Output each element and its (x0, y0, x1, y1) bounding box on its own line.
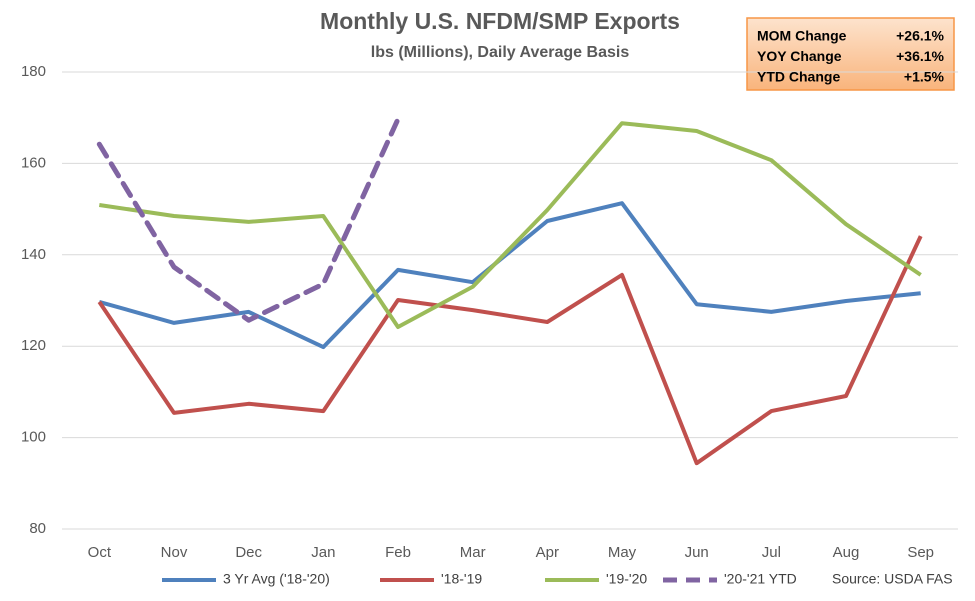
summary-value: +1.5% (904, 69, 945, 85)
x-tick-label: Jan (311, 544, 335, 561)
legend-label: 3 Yr Avg ('18-'20) (223, 571, 330, 587)
x-tick-label: Sep (907, 544, 934, 561)
legend-label: '20-'21 YTD (724, 571, 797, 587)
summary-value: +36.1% (896, 48, 944, 64)
legend-label: '18-'19 (441, 571, 482, 587)
y-tick-label: 160 (21, 154, 46, 171)
x-tick-label: Oct (88, 544, 112, 561)
summary-label: YTD Change (757, 69, 840, 85)
series-line (99, 121, 922, 329)
y-tick-label: 140 (21, 246, 46, 263)
summary-box (746, 17, 955, 91)
x-tick-label: Feb (385, 544, 411, 561)
y-tick-label: 100 (21, 429, 46, 446)
x-tick-label: May (608, 544, 637, 561)
chart-subtitle: lbs (Millions), Daily Average Basis (371, 44, 630, 61)
summary-value: +26.1% (896, 28, 944, 44)
y-tick-label: 80 (29, 520, 46, 537)
summary-label: YOY Change (757, 48, 842, 64)
x-tick-label: Apr (536, 544, 559, 561)
x-tick-label: Nov (161, 544, 188, 561)
summary-label: MOM Change (757, 28, 847, 44)
source-note: Source: USDA FAS (832, 571, 953, 587)
series-line (98, 201, 921, 350)
y-tick-label: 120 (21, 337, 46, 354)
x-tick-label: Aug (833, 544, 860, 561)
x-tick-label: Jul (762, 544, 781, 561)
legend-label: '19-'20 (606, 571, 647, 587)
y-tick-label: 180 (21, 63, 46, 80)
chart-title: Monthly U.S. NFDM/SMP Exports (320, 8, 680, 34)
series-line (97, 235, 923, 466)
x-tick-label: Mar (460, 544, 486, 561)
series-line (96, 116, 401, 323)
x-tick-label: Jun (685, 544, 709, 561)
x-tick-label: Dec (235, 544, 262, 561)
